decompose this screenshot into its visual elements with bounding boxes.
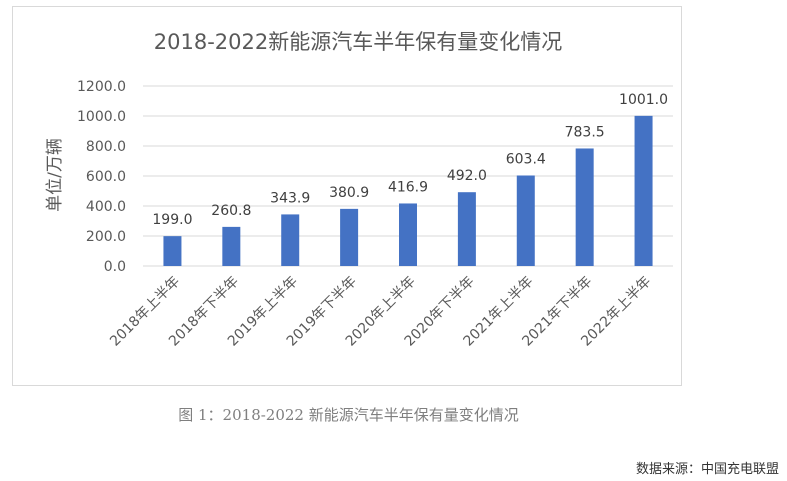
data-label: 343.9 xyxy=(270,190,310,206)
data-label: 199.0 xyxy=(152,212,192,228)
data-labels: 199.0 260.8 343.9 380.9 416.9 492.0 603.4 783.5… xyxy=(152,92,668,228)
data-label: 603.4 xyxy=(506,151,546,167)
bar-chart: 2018-2022新能源汽车半年保有量变化情况 0.0 200.0 400.0 600… xyxy=(45,30,673,350)
y-tick-label: 600.0 xyxy=(86,169,126,185)
bar xyxy=(163,236,182,266)
y-tick-label: 0.0 xyxy=(104,259,126,275)
figure-caption: 图 1：2018-2022 新能源汽车半年保有量变化情况 xyxy=(178,406,519,424)
y-tick-label: 1200.0 xyxy=(77,79,126,95)
data-label: 416.9 xyxy=(388,179,428,195)
chart-frame: 2018-2022新能源汽车半年保有量变化情况 0.0 200.0 400.0 600… xyxy=(12,6,682,386)
y-axis-ticks: 0.0 200.0 400.0 600.0 800.0 1000.0 1200.0 xyxy=(77,79,126,275)
data-source: 数据来源：中国充电联盟 xyxy=(635,462,779,477)
data-label: 380.9 xyxy=(329,185,369,201)
bar xyxy=(634,115,653,266)
x-axis-categories: 2018年上半年2018年下半年2019年上半年2019年下半年2020年上半年… xyxy=(107,274,654,350)
bars xyxy=(163,115,653,266)
data-label: 260.8 xyxy=(211,203,251,219)
y-tick-label: 400.0 xyxy=(86,199,126,215)
bar xyxy=(575,148,594,266)
chart-title: 2018-2022新能源汽车半年保有量变化情况 xyxy=(154,30,562,54)
y-tick-label: 200.0 xyxy=(86,229,126,245)
y-tick-label: 1000.0 xyxy=(77,109,126,125)
bar xyxy=(457,192,476,266)
data-label: 492.0 xyxy=(447,168,487,184)
y-tick-label: 800.0 xyxy=(86,139,126,155)
bar xyxy=(222,226,241,266)
bar xyxy=(516,175,535,266)
data-label: 783.5 xyxy=(565,124,605,140)
bar xyxy=(399,203,417,266)
bar xyxy=(340,208,359,266)
y-axis-title: 单位/万辆 xyxy=(45,138,65,212)
bar xyxy=(281,214,300,266)
data-label: 1001.0 xyxy=(619,92,668,108)
